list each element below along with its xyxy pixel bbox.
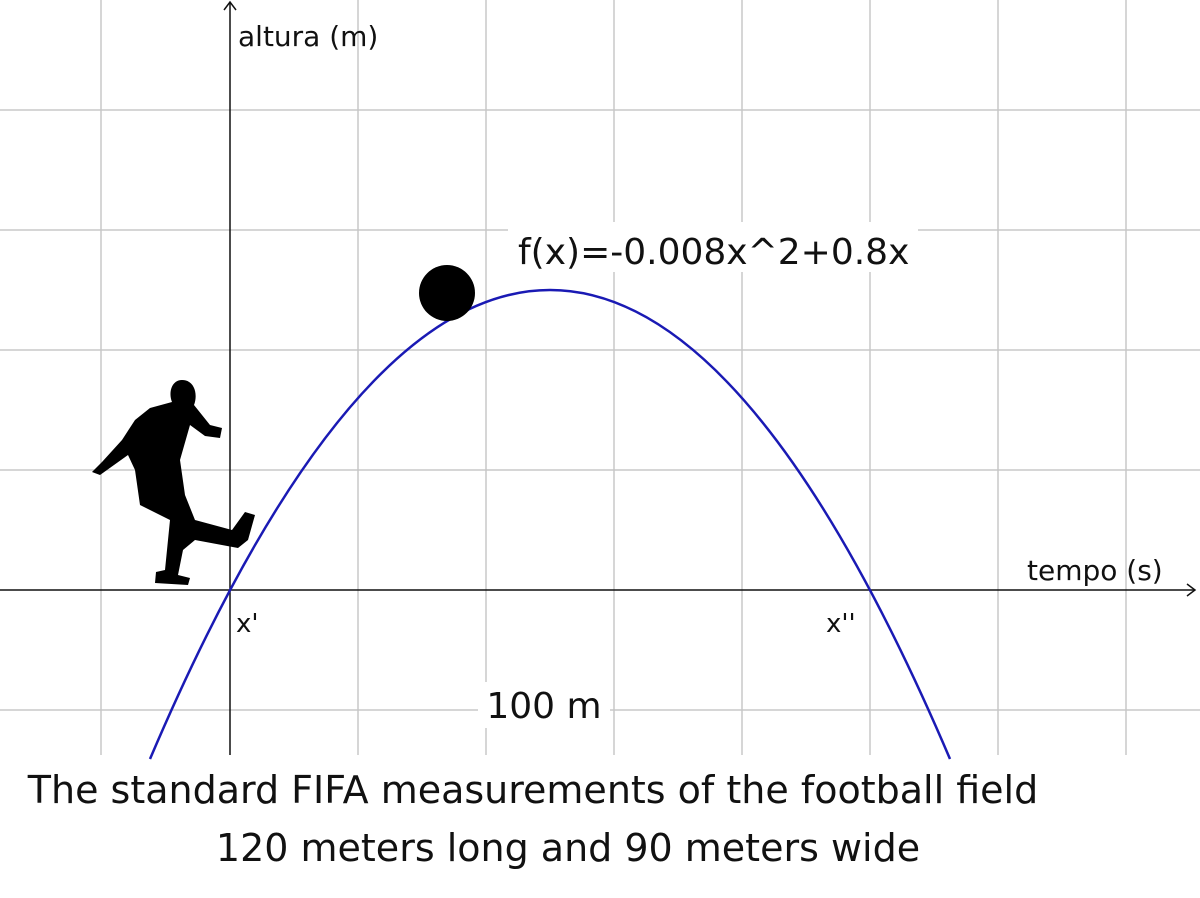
root-label: x' [236,609,259,639]
ball [419,265,475,321]
parabola [148,289,952,760]
y-axis-label: altura (m) [238,20,378,53]
formula: f(x)=-0.008x^2+0.8x [518,232,909,273]
axes [0,0,1197,755]
caption: 120 meters long and 90 meters wide [216,826,920,870]
distance-bg [478,682,610,728]
distance-label: 100 m [486,686,601,727]
formula-bg [508,222,918,272]
root-label: x'' [826,609,856,639]
grid [0,0,1200,755]
player-silhouette [92,380,255,585]
caption: The standard FIFA measurements of the fo… [27,768,1038,812]
x-axis-label: tempo (s) [1027,554,1163,587]
